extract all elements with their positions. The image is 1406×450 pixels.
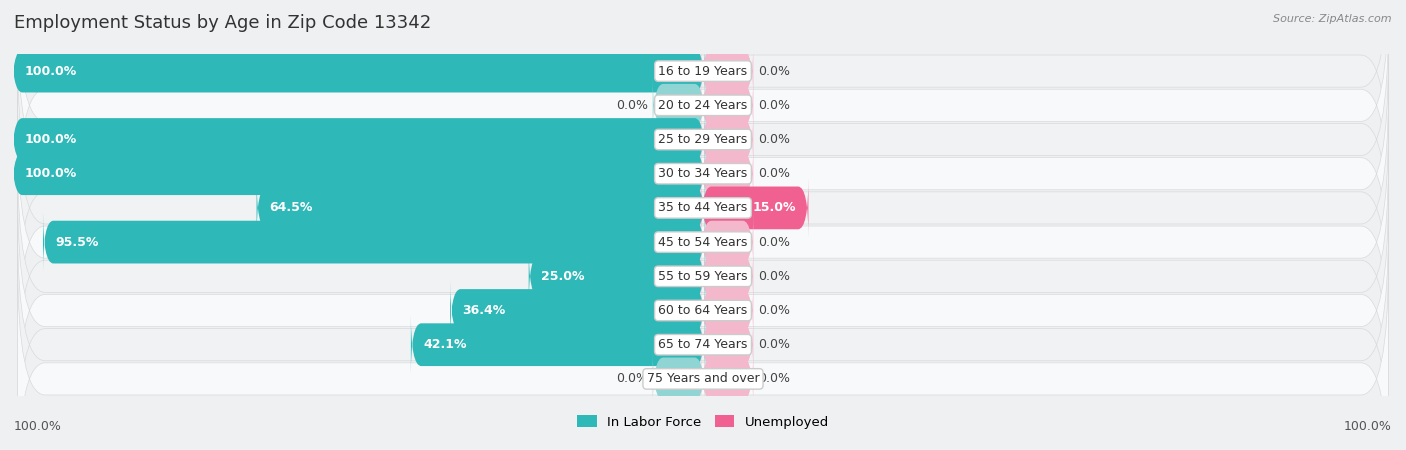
FancyBboxPatch shape xyxy=(17,0,1389,192)
FancyBboxPatch shape xyxy=(411,315,704,374)
Text: 0.0%: 0.0% xyxy=(758,373,790,385)
FancyBboxPatch shape xyxy=(44,212,704,272)
Text: Source: ZipAtlas.com: Source: ZipAtlas.com xyxy=(1274,14,1392,23)
FancyBboxPatch shape xyxy=(256,178,704,238)
Text: 0.0%: 0.0% xyxy=(616,373,648,385)
Text: 100.0%: 100.0% xyxy=(24,65,77,77)
Text: 0.0%: 0.0% xyxy=(758,304,790,317)
FancyBboxPatch shape xyxy=(17,258,1389,450)
FancyBboxPatch shape xyxy=(652,75,704,135)
Text: Employment Status by Age in Zip Code 13342: Employment Status by Age in Zip Code 133… xyxy=(14,14,432,32)
FancyBboxPatch shape xyxy=(702,349,754,409)
FancyBboxPatch shape xyxy=(702,41,754,101)
Text: 35 to 44 Years: 35 to 44 Years xyxy=(658,202,748,214)
FancyBboxPatch shape xyxy=(702,144,754,203)
Text: 0.0%: 0.0% xyxy=(758,167,790,180)
FancyBboxPatch shape xyxy=(702,246,754,306)
Text: 0.0%: 0.0% xyxy=(758,133,790,146)
Text: 20 to 24 Years: 20 to 24 Years xyxy=(658,99,748,112)
Text: 100.0%: 100.0% xyxy=(24,133,77,146)
FancyBboxPatch shape xyxy=(13,41,704,101)
Text: 65 to 74 Years: 65 to 74 Years xyxy=(658,338,748,351)
FancyBboxPatch shape xyxy=(702,315,754,374)
FancyBboxPatch shape xyxy=(17,87,1389,328)
Text: 100.0%: 100.0% xyxy=(14,420,62,433)
FancyBboxPatch shape xyxy=(13,109,704,169)
Text: 100.0%: 100.0% xyxy=(1344,420,1392,433)
Text: 36.4%: 36.4% xyxy=(463,304,506,317)
Text: 42.1%: 42.1% xyxy=(423,338,467,351)
Legend: In Labor Force, Unemployed: In Labor Force, Unemployed xyxy=(571,410,835,434)
Text: 0.0%: 0.0% xyxy=(758,270,790,283)
FancyBboxPatch shape xyxy=(17,224,1389,450)
FancyBboxPatch shape xyxy=(17,122,1389,363)
Text: 0.0%: 0.0% xyxy=(758,236,790,248)
Text: 15.0%: 15.0% xyxy=(752,202,796,214)
Text: 25.0%: 25.0% xyxy=(541,270,585,283)
FancyBboxPatch shape xyxy=(702,178,808,238)
Text: 45 to 54 Years: 45 to 54 Years xyxy=(658,236,748,248)
Text: 0.0%: 0.0% xyxy=(758,338,790,351)
FancyBboxPatch shape xyxy=(17,156,1389,397)
Text: 0.0%: 0.0% xyxy=(758,99,790,112)
Text: 30 to 34 Years: 30 to 34 Years xyxy=(658,167,748,180)
Text: 55 to 59 Years: 55 to 59 Years xyxy=(658,270,748,283)
FancyBboxPatch shape xyxy=(529,246,704,306)
Text: 95.5%: 95.5% xyxy=(55,236,98,248)
FancyBboxPatch shape xyxy=(702,75,754,135)
FancyBboxPatch shape xyxy=(702,281,754,341)
FancyBboxPatch shape xyxy=(17,190,1389,431)
FancyBboxPatch shape xyxy=(702,212,754,272)
FancyBboxPatch shape xyxy=(17,0,1389,226)
FancyBboxPatch shape xyxy=(652,349,704,409)
Text: 100.0%: 100.0% xyxy=(24,167,77,180)
Text: 25 to 29 Years: 25 to 29 Years xyxy=(658,133,748,146)
FancyBboxPatch shape xyxy=(702,109,754,169)
FancyBboxPatch shape xyxy=(17,53,1389,294)
Text: 75 Years and over: 75 Years and over xyxy=(647,373,759,385)
FancyBboxPatch shape xyxy=(17,19,1389,260)
Text: 0.0%: 0.0% xyxy=(616,99,648,112)
Text: 16 to 19 Years: 16 to 19 Years xyxy=(658,65,748,77)
Text: 0.0%: 0.0% xyxy=(758,65,790,77)
FancyBboxPatch shape xyxy=(13,144,704,203)
Text: 64.5%: 64.5% xyxy=(269,202,312,214)
Text: 60 to 64 Years: 60 to 64 Years xyxy=(658,304,748,317)
FancyBboxPatch shape xyxy=(450,281,704,341)
